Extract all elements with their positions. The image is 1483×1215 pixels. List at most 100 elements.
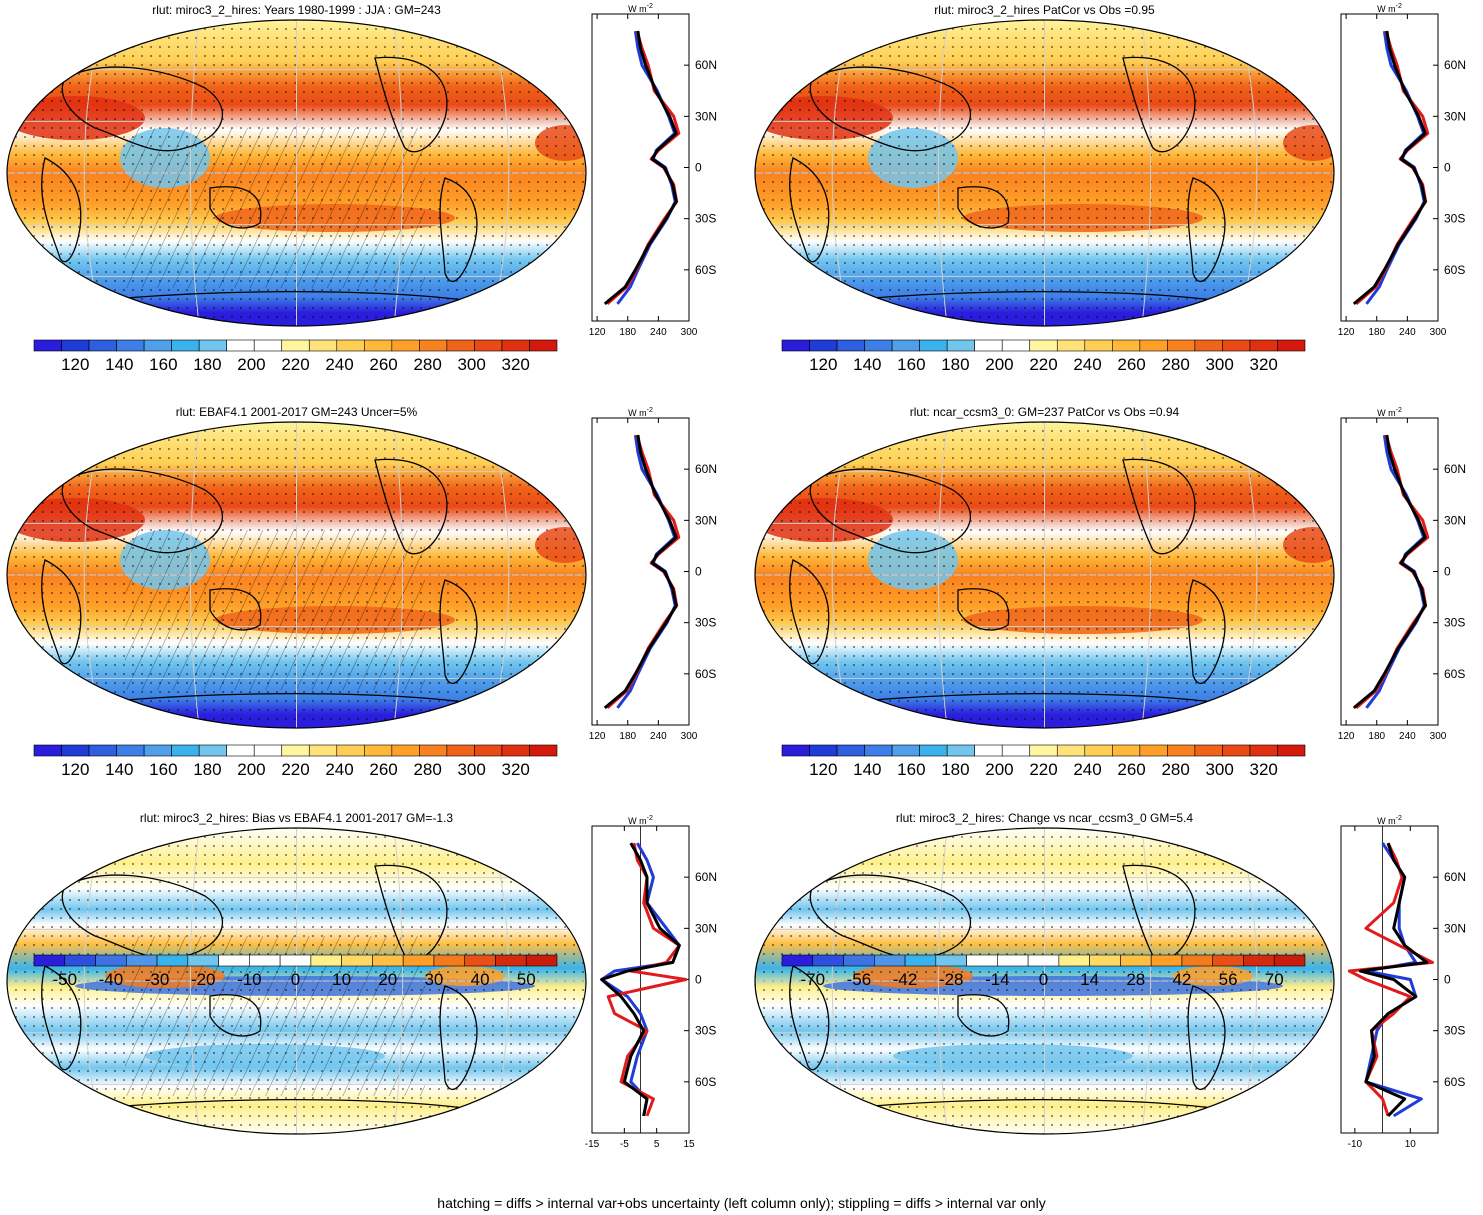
zonal-x-tick-label: -10 — [1348, 1139, 1363, 1150]
zonal-series-bias_alt — [600, 842, 681, 1117]
colorbar-tick-label: 320 — [502, 760, 530, 779]
zonal-series-abs_obs — [603, 434, 678, 710]
colorbar-swatch — [1058, 954, 1090, 967]
zonal-lat-label: 30S — [1444, 616, 1465, 630]
panel-title: rlut: EBAF4.1 2001-2017 GM=243 Uncer=5% — [175, 405, 418, 419]
zonal-x-tick-label: 240 — [1399, 327, 1416, 338]
zonal-lat-label: 0 — [1444, 973, 1451, 987]
colorbar-tick-label: 260 — [369, 760, 397, 779]
colorbar-tick-label: 160 — [149, 355, 177, 374]
colorbar-swatch — [33, 744, 62, 757]
colorbar: 120 140 160 180 200 220 240 260 280 300 320 — [781, 744, 1306, 779]
zonal-lat-label: 60S — [1444, 1075, 1465, 1089]
zonal-series-bias_ref — [600, 842, 681, 1117]
colorbar-tick-label: 280 — [413, 760, 441, 779]
colorbar-swatch — [781, 954, 814, 967]
colorbar-swatch — [1084, 744, 1113, 757]
colorbar-tick-label: -20 — [191, 970, 216, 989]
colorbar-tick-label: 180 — [941, 760, 969, 779]
zonal-lat-label: 0 — [695, 565, 702, 579]
zonal-series-abs_model — [606, 30, 681, 306]
robinson-map — [754, 421, 1335, 729]
colorbar-tick-label: 280 — [1161, 355, 1189, 374]
colorbar-swatch — [226, 339, 255, 352]
zonal-lat-label: 60S — [695, 263, 716, 277]
colorbar-tick-label: 280 — [413, 355, 441, 374]
zonal-lat-label: 60N — [695, 58, 717, 72]
colorbar-tick-label: -30 — [145, 970, 170, 989]
colorbar-swatch — [143, 339, 172, 352]
colorbar-swatch — [88, 339, 117, 352]
zonal-mean-plot: W m-2 60N 30N 0 30S 60S 120 180 240 300 — [1338, 407, 1466, 742]
zonal-series-abs_alt — [616, 30, 677, 305]
zonal-x-tick-label: 240 — [650, 731, 667, 742]
colorbar-swatch — [1249, 744, 1278, 757]
panel-title: rlut: miroc3_2_hires: Change vs ncar_ccs… — [895, 811, 1194, 825]
colorbar-swatch — [88, 744, 117, 757]
colorbar-tick-label: 200 — [985, 760, 1013, 779]
zonal-lat-label: 60N — [1444, 462, 1466, 476]
colorbar-swatch — [187, 954, 219, 967]
zonal-unit-label: W m-2 — [1377, 815, 1402, 826]
colorbar-swatch — [864, 339, 893, 352]
zonal-series-abs_obs — [1352, 434, 1427, 710]
colorbar-swatch — [495, 954, 527, 967]
colorbar-tick-label: 320 — [502, 355, 530, 374]
colorbar-swatch — [156, 954, 189, 967]
colorbar-swatch — [171, 744, 200, 757]
colorbar: 120 140 160 180 200 220 240 260 280 300 320 — [781, 339, 1306, 374]
zonal-unit-label: W m-2 — [1377, 407, 1402, 418]
colorbar-swatch — [474, 339, 503, 352]
colorbar-tick-label: -70 — [800, 970, 825, 989]
colorbar-swatch — [781, 744, 810, 757]
zonal-x-tick-label: 180 — [619, 731, 636, 742]
zonal-x-tick-label: 300 — [681, 327, 698, 338]
colorbar-tick-label: 140 — [853, 355, 881, 374]
colorbar-swatch — [1001, 339, 1031, 352]
colorbar-swatch — [218, 954, 250, 967]
zonal-lat-label: 60N — [1444, 58, 1466, 72]
colorbar-tick-label: -42 — [893, 970, 918, 989]
colorbar-swatch — [946, 744, 975, 757]
colorbar-swatch — [308, 339, 338, 352]
zonal-series-abs_obs — [603, 30, 678, 306]
colorbar-swatch — [1150, 954, 1183, 967]
colorbar-tick-label: 50 — [517, 970, 536, 989]
colorbar-swatch — [1194, 339, 1223, 352]
colorbar-tick-label: -56 — [847, 970, 872, 989]
colorbar-tick-label: 240 — [325, 355, 353, 374]
zonal-series-change_ref — [1358, 842, 1429, 1117]
zonal-lat-label: 0 — [695, 973, 702, 987]
zonal-lat-label: 60S — [1444, 263, 1465, 277]
zonal-mean-plot: W m-2 60N 30N 0 30S 60S 120 180 240 300 — [589, 407, 717, 742]
colorbar-swatch — [1112, 744, 1141, 757]
colorbar-tick-label: 140 — [105, 760, 133, 779]
colorbar-tick-label: 300 — [457, 760, 485, 779]
colorbar-swatch — [364, 744, 393, 757]
colorbar-swatch — [1027, 954, 1060, 967]
zonal-lat-label: 30S — [1444, 1024, 1465, 1038]
colorbar-swatch — [33, 954, 66, 967]
colorbar-tick-label: 180 — [941, 355, 969, 374]
colorbar-swatch — [1139, 744, 1168, 757]
colorbar-tick-label: 40 — [471, 970, 490, 989]
colorbar-swatch — [891, 744, 920, 757]
colorbar-swatch — [1167, 744, 1196, 757]
colorbar-tick-label: 260 — [369, 355, 397, 374]
panel-title: rlut: ncar_ccsm3_0: GM=237 PatCor vs Obs… — [909, 405, 1180, 419]
colorbar-tick-label: 300 — [457, 355, 485, 374]
colorbar-tick-label: 42 — [1172, 970, 1191, 989]
colorbar: -50 -40 -30 -20 -10 0 10 20 30 40 50 — [33, 954, 558, 989]
colorbar-swatch — [935, 954, 967, 967]
colorbar-swatch — [143, 744, 172, 757]
colorbar-tick-label: 30 — [424, 970, 443, 989]
zonal-lat-label: 30S — [1444, 212, 1465, 226]
colorbar-swatch — [226, 744, 255, 757]
colorbar: 120 140 160 180 200 220 240 260 280 300 320 — [33, 744, 558, 779]
robinson-map — [754, 19, 1335, 327]
colorbar-tick-label: 56 — [1219, 970, 1238, 989]
colorbar-swatch — [33, 339, 62, 352]
zonal-series-abs_alt — [616, 434, 677, 709]
zonal-lat-label: 60N — [695, 462, 717, 476]
zonal-x-tick-label: 240 — [650, 327, 667, 338]
